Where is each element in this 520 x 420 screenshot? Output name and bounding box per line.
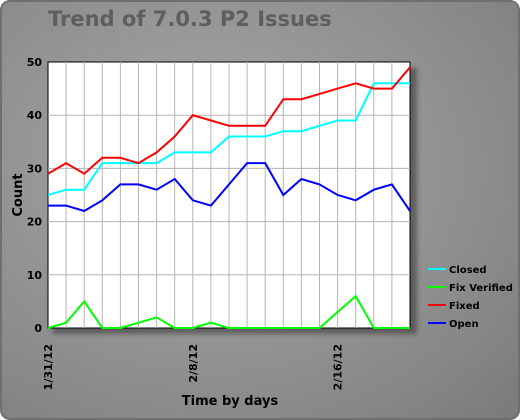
legend-label: Fix Verified [449, 283, 513, 294]
x-tick-label: 1/31/12 [42, 344, 55, 390]
series-line-closed [47, 82, 410, 196]
legend-label: Fixed [449, 301, 480, 312]
grid-lines [48, 62, 410, 328]
legend: Closed Fix Verified Fixed Open [428, 265, 513, 330]
series-lines [47, 66, 411, 329]
series-line-fix-verified [47, 294, 410, 329]
y-axis-ticks: 0 10 20 30 40 50 [27, 56, 43, 335]
x-tick-label: 2/16/12 [332, 344, 345, 390]
y-tick-label: 40 [27, 109, 43, 122]
x-tick-label: 2/8/12 [187, 344, 200, 383]
series-line-open [48, 162, 411, 213]
y-tick-label: 0 [34, 322, 42, 335]
y-tick-label: 20 [27, 216, 43, 229]
x-axis-label: Time by days [182, 394, 279, 409]
y-tick-label: 50 [27, 56, 43, 69]
legend-label: Closed [449, 265, 487, 276]
y-tick-label: 30 [27, 162, 43, 175]
y-axis-label: Count [11, 173, 26, 216]
chart-title: Trend of 7.0.3 P2 Issues [48, 7, 332, 31]
x-axis-ticks: 1/31/12 2/8/12 2/16/12 [42, 344, 345, 390]
series-line-fixed [47, 66, 411, 175]
legend-label: Open [449, 319, 479, 330]
y-tick-label: 10 [27, 269, 43, 282]
